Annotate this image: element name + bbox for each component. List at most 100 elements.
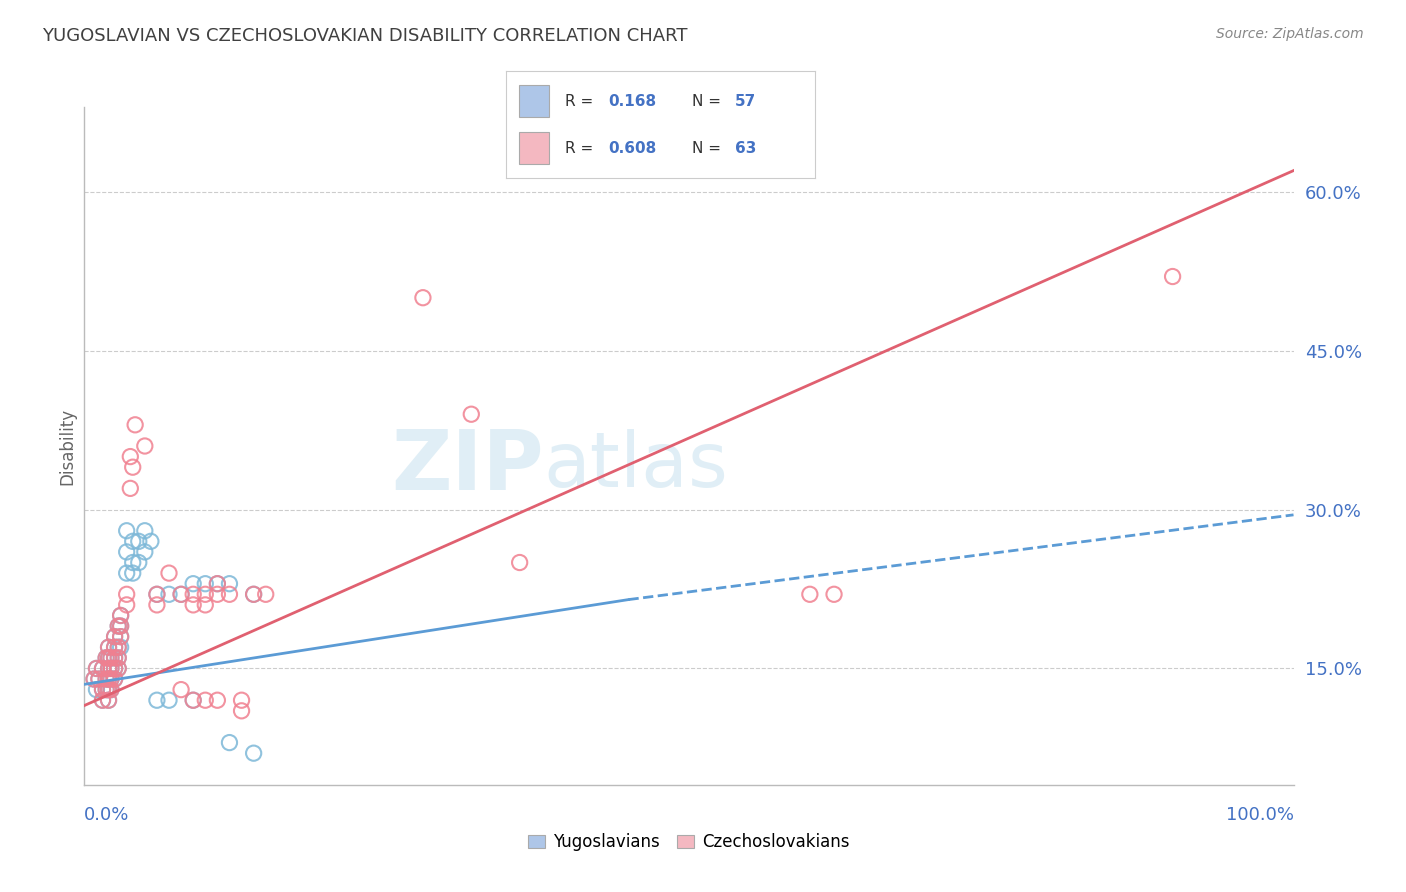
Point — [100, 651, 122, 665]
Point — [107, 619, 129, 633]
Point — [231, 693, 253, 707]
Point — [100, 682, 122, 697]
Point — [86, 661, 108, 675]
Point — [104, 651, 127, 665]
Point — [83, 672, 105, 686]
Point — [97, 682, 120, 697]
Point — [460, 407, 482, 421]
Point — [87, 672, 110, 686]
Point — [97, 672, 120, 686]
Point — [110, 619, 132, 633]
FancyBboxPatch shape — [519, 86, 550, 118]
Point — [242, 587, 264, 601]
Point — [110, 619, 132, 633]
Text: 63: 63 — [735, 141, 756, 156]
Point — [100, 672, 122, 686]
Point — [94, 651, 117, 665]
Text: 0.168: 0.168 — [609, 94, 657, 109]
Point — [100, 682, 122, 697]
Point — [181, 693, 204, 707]
Point — [170, 587, 193, 601]
Point — [139, 534, 162, 549]
Point — [509, 556, 531, 570]
Point — [107, 651, 129, 665]
Point — [104, 672, 127, 686]
Point — [170, 587, 193, 601]
Point — [157, 693, 180, 707]
Point — [100, 661, 122, 675]
Point — [121, 556, 143, 570]
Point — [83, 672, 105, 686]
Point — [194, 576, 217, 591]
Point — [128, 534, 150, 549]
Point — [97, 661, 120, 675]
Text: R =: R = — [565, 141, 598, 156]
Point — [134, 545, 156, 559]
Text: ZIP: ZIP — [391, 425, 544, 507]
Point — [181, 587, 204, 601]
Point — [107, 661, 129, 675]
Point — [134, 439, 156, 453]
Point — [134, 524, 156, 538]
Point — [194, 587, 217, 601]
Point — [94, 682, 117, 697]
Point — [181, 693, 204, 707]
Text: 0.0%: 0.0% — [84, 806, 129, 824]
Point — [242, 587, 264, 601]
Point — [170, 682, 193, 697]
Point — [115, 545, 138, 559]
Point — [97, 682, 120, 697]
Point — [110, 608, 132, 623]
Point — [91, 693, 114, 707]
Text: Source: ZipAtlas.com: Source: ZipAtlas.com — [1216, 27, 1364, 41]
Point — [110, 640, 132, 655]
Point — [1161, 269, 1184, 284]
Point — [91, 693, 114, 707]
Text: N =: N = — [692, 141, 725, 156]
Point — [91, 682, 114, 697]
Text: R =: R = — [565, 94, 598, 109]
Point — [146, 587, 169, 601]
Point — [104, 672, 127, 686]
Point — [120, 482, 142, 496]
Point — [107, 651, 129, 665]
Point — [104, 640, 127, 655]
Point — [110, 630, 132, 644]
Point — [107, 619, 129, 633]
Point — [115, 566, 138, 581]
Point — [181, 598, 204, 612]
Point — [157, 587, 180, 601]
Point — [104, 661, 127, 675]
Point — [110, 630, 132, 644]
Point — [97, 651, 120, 665]
Point — [97, 693, 120, 707]
Point — [823, 587, 845, 601]
Point — [91, 682, 114, 697]
Point — [207, 576, 229, 591]
Point — [97, 672, 120, 686]
Point — [104, 630, 127, 644]
Point — [207, 693, 229, 707]
Point — [87, 672, 110, 686]
Point — [94, 672, 117, 686]
Point — [146, 693, 169, 707]
Point — [124, 417, 146, 432]
Point — [97, 640, 120, 655]
FancyBboxPatch shape — [519, 132, 550, 164]
Text: YUGOSLAVIAN VS CZECHOSLOVAKIAN DISABILITY CORRELATION CHART: YUGOSLAVIAN VS CZECHOSLOVAKIAN DISABILIT… — [42, 27, 688, 45]
Point — [207, 587, 229, 601]
Point — [86, 682, 108, 697]
Text: atlas: atlas — [544, 429, 728, 503]
Point — [107, 640, 129, 655]
Point — [110, 608, 132, 623]
Point — [115, 524, 138, 538]
Point — [120, 450, 142, 464]
Point — [194, 693, 217, 707]
Point — [104, 651, 127, 665]
Point — [146, 587, 169, 601]
Point — [94, 672, 117, 686]
Point — [97, 693, 120, 707]
Text: 0.608: 0.608 — [609, 141, 657, 156]
Point — [218, 735, 240, 749]
Legend: Yugoslavians, Czechoslovakians: Yugoslavians, Czechoslovakians — [522, 827, 856, 858]
